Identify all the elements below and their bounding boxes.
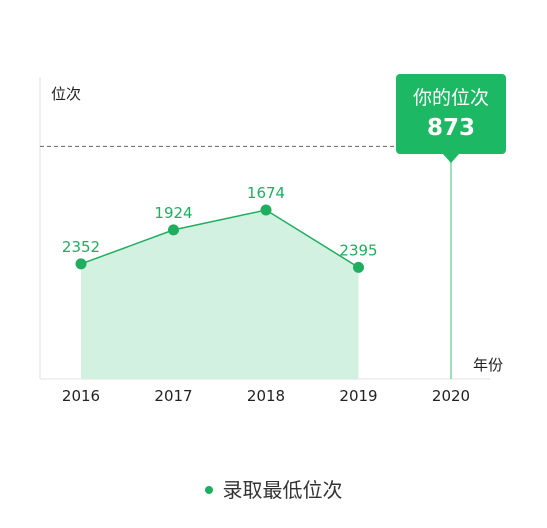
data-label: 2395 xyxy=(339,241,377,259)
x-axis-title: 年份 xyxy=(473,356,503,374)
legend-label: 录取最低位次 xyxy=(222,478,343,502)
data-label: 1924 xyxy=(154,204,192,222)
data-label: 2352 xyxy=(62,238,100,256)
series-area xyxy=(81,210,359,379)
callout-title: 你的位次 xyxy=(413,87,489,109)
x-tick-label: 2017 xyxy=(154,387,192,405)
data-label: 1674 xyxy=(247,184,285,202)
callout-box xyxy=(396,74,506,154)
y-axis-title: 位次 xyxy=(51,85,81,103)
x-tick-label: 2019 xyxy=(339,387,377,405)
legend[interactable]: 录取最低位次 xyxy=(0,474,547,503)
x-tick-label: 2018 xyxy=(247,387,285,405)
data-point xyxy=(168,224,179,236)
series-line xyxy=(80,209,359,268)
data-point xyxy=(75,258,87,270)
callout-pointer xyxy=(443,154,459,163)
x-tick-label: 2016 xyxy=(62,387,100,405)
data-point xyxy=(353,261,364,273)
legend-marker xyxy=(204,485,213,494)
data-point xyxy=(260,204,272,216)
x-tick-label: 2020 xyxy=(432,387,470,405)
callout-value: 873 xyxy=(427,115,475,141)
